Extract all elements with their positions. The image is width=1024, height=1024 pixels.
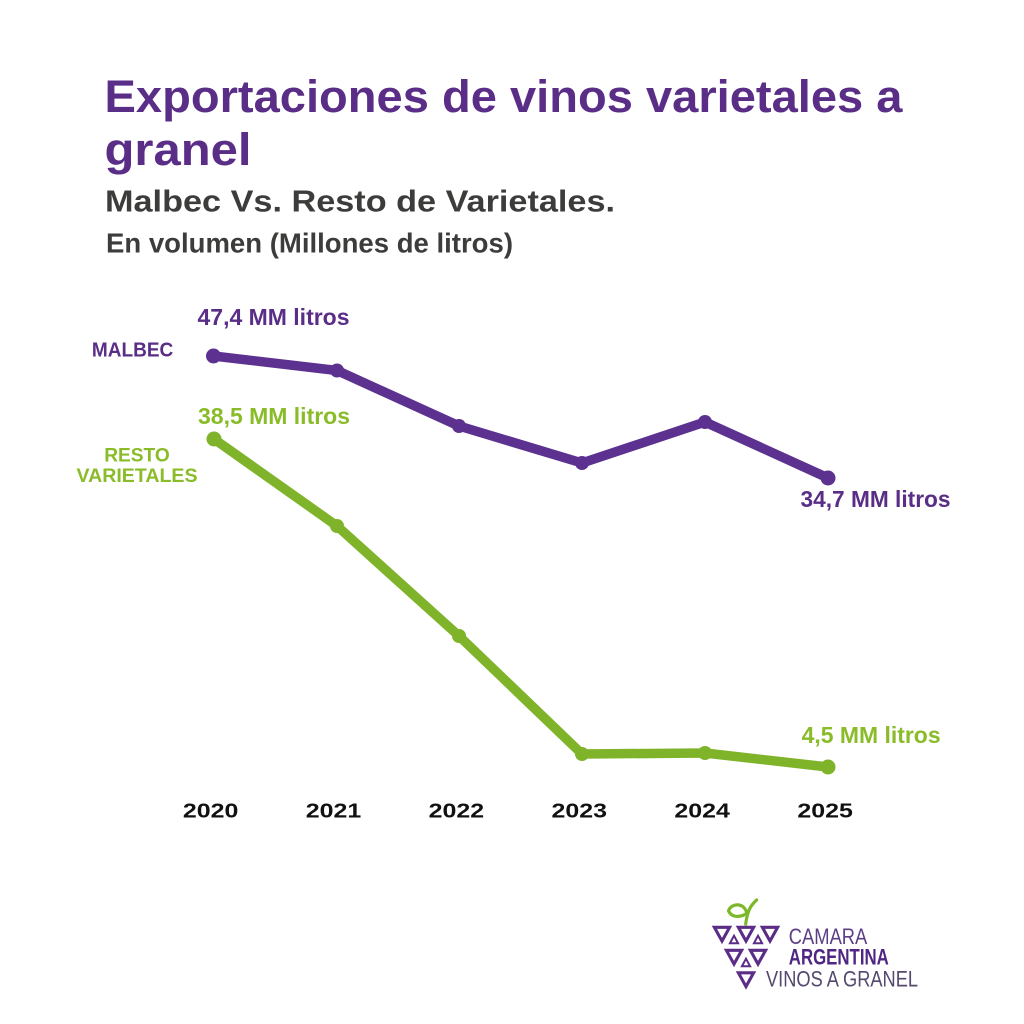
svg-text:En volumen (Millones de litros: En volumen (Millones de litros) bbox=[106, 228, 513, 259]
svg-text:2023: 2023 bbox=[552, 801, 608, 823]
svg-text:47,4 MM litros: 47,4 MM litros bbox=[198, 304, 350, 330]
svg-text:VINOS A GRANEL: VINOS A GRANEL bbox=[766, 966, 918, 991]
svg-text:38,5 MM litros: 38,5 MM litros bbox=[198, 403, 350, 429]
svg-text:2021: 2021 bbox=[306, 801, 362, 823]
svg-text:2024: 2024 bbox=[674, 801, 731, 823]
svg-text:RESTO: RESTO bbox=[104, 445, 170, 467]
svg-text:Malbec Vs. Resto de Varietales: Malbec Vs. Resto de Varietales. bbox=[105, 184, 615, 219]
svg-text:Exportaciones de vinos varieta: Exportaciones de vinos varietales a bbox=[105, 71, 904, 122]
svg-text:VARIETALES: VARIETALES bbox=[77, 465, 198, 487]
svg-text:MALBEC: MALBEC bbox=[92, 340, 173, 362]
svg-text:granel: granel bbox=[105, 124, 252, 175]
svg-text:4,5 MM litros: 4,5 MM litros bbox=[802, 722, 941, 748]
svg-text:ARGENTINA: ARGENTINA bbox=[789, 945, 889, 970]
svg-text:CAMARA: CAMARA bbox=[789, 924, 868, 949]
svg-text:2022: 2022 bbox=[429, 801, 485, 823]
svg-text:34,7 MM litros: 34,7 MM litros bbox=[801, 486, 951, 512]
svg-text:2025: 2025 bbox=[797, 801, 853, 823]
svg-text:2020: 2020 bbox=[183, 801, 239, 823]
